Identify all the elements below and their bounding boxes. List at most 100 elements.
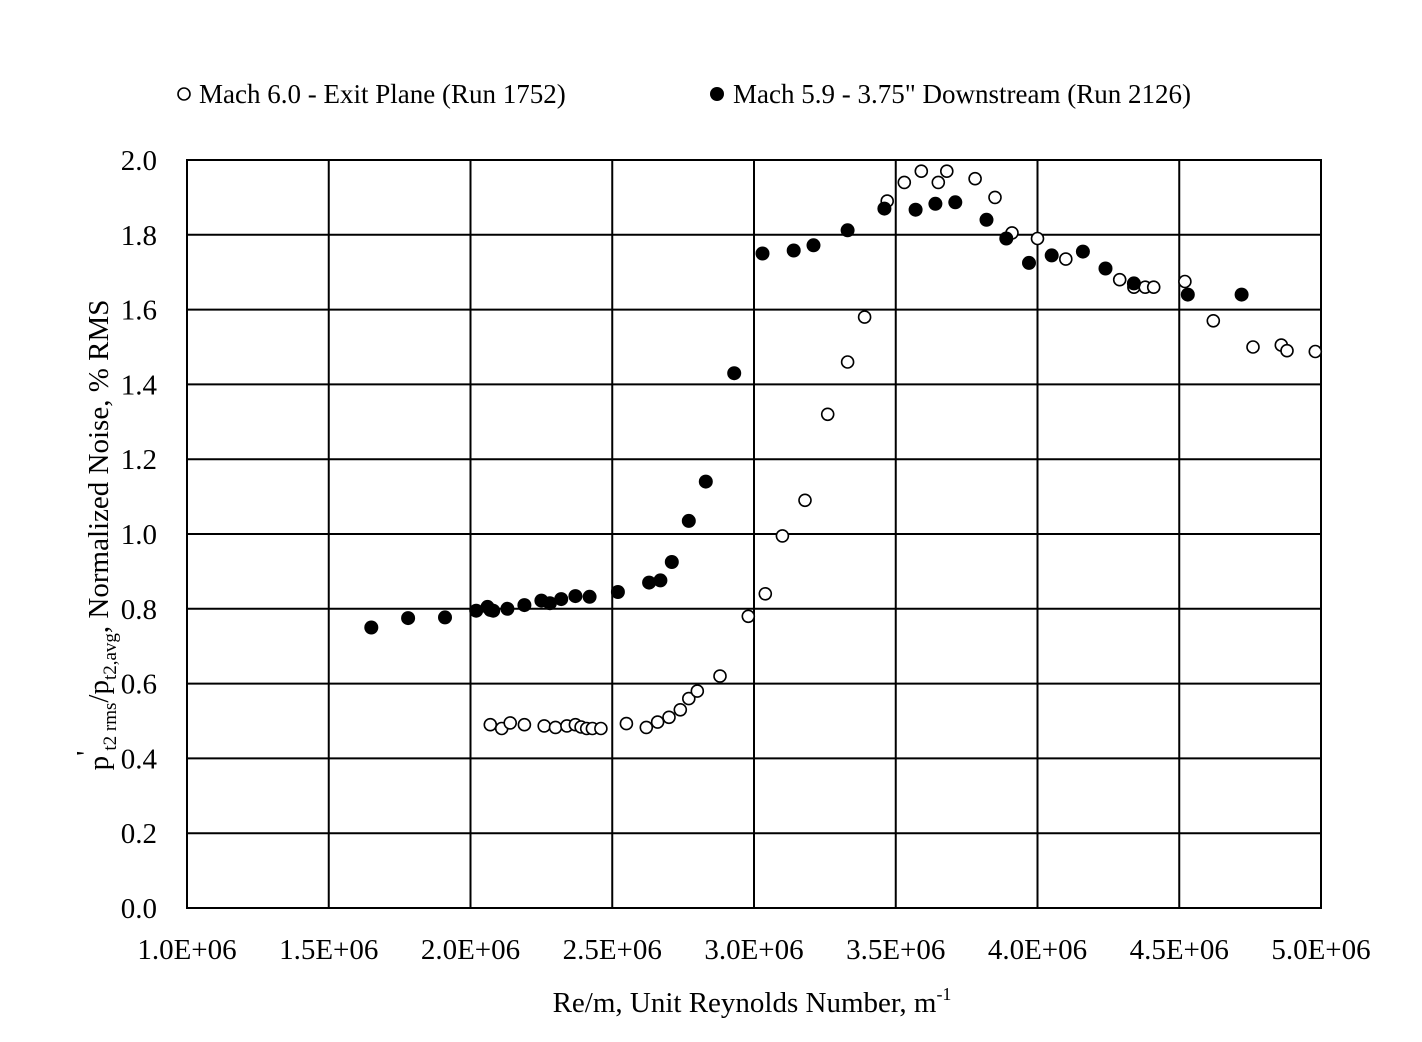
data-point-open <box>713 669 727 683</box>
data-point-filled <box>786 243 801 258</box>
data-point-filled <box>698 474 713 489</box>
data-point-open <box>517 717 532 732</box>
data-point-filled <box>582 589 597 604</box>
data-point-filled <box>364 620 379 635</box>
data-point-open <box>1178 274 1192 289</box>
data-point-filled <box>840 223 855 238</box>
data-point-filled <box>681 513 696 528</box>
data-point-filled <box>542 596 557 611</box>
data-point-filled <box>948 195 963 210</box>
data-point-open <box>1146 280 1161 295</box>
x-tick-label: 1.5E+06 <box>279 934 378 966</box>
y-tick-label: 1.8 <box>121 220 157 252</box>
data-point-open <box>483 717 498 732</box>
y-axis-tick-labels: 0.0 0.2 0.4 0.6 0.8 1.0 1.2 1.4 1.6 1.8 2.0 <box>121 145 158 925</box>
x-tick-label: 2.5E+06 <box>563 934 662 966</box>
data-point-filled <box>908 202 923 217</box>
legend: Mach 6.0 - Exit Plane (Run 1752) Mach 5.… <box>177 79 1191 109</box>
y-tick-label: 1.6 <box>121 295 157 327</box>
data-point-open <box>1206 313 1221 328</box>
data-point-open <box>968 171 982 186</box>
data-point-filled <box>610 585 625 599</box>
data-point-filled <box>653 573 668 588</box>
data-point-filled <box>469 603 484 618</box>
data-point-open <box>639 720 654 735</box>
y-tick-label: 2.0 <box>121 145 157 177</box>
y-axis-title-p: p <box>83 756 115 771</box>
y-tick-label: 0.8 <box>121 594 157 626</box>
x-axis-tick-labels: 1.0E+06 1.5E+06 2.0E+06 2.5E+06 3.0E+06 3.5E+… <box>137 934 1370 966</box>
data-point-open <box>939 164 954 178</box>
data-point-filled <box>806 238 821 253</box>
data-point-filled <box>1234 287 1249 302</box>
data-point-open <box>619 716 634 731</box>
data-point-filled <box>554 592 569 607</box>
x-axis-title: Re/m, Unit Reynolds Number, m-1 <box>553 984 952 1019</box>
y-axis-title-sub-avg: t2,avg <box>100 633 121 680</box>
data-point-open <box>775 529 790 543</box>
y-axis-title-rest: , Normalized Noise, % RMS <box>83 300 115 633</box>
data-points <box>364 164 1323 736</box>
data-point-open <box>503 716 518 730</box>
x-axis-title-main: Re/m, Unit Reynolds Number, m <box>553 987 937 1019</box>
data-point-open <box>1059 252 1073 266</box>
legend-marker-filled-circle <box>710 87 724 101</box>
data-point-open <box>673 702 688 717</box>
legend-label-series-1: Mach 6.0 - Exit Plane (Run 1752) <box>199 79 566 109</box>
y-tick-label: 1.2 <box>121 444 157 476</box>
data-point-open <box>988 190 1002 205</box>
data-point-open <box>594 721 608 736</box>
data-point-filled <box>568 589 583 604</box>
data-point-filled <box>1022 255 1036 270</box>
data-point-filled <box>755 246 770 261</box>
data-point-open <box>897 175 912 190</box>
data-point-open <box>758 586 773 601</box>
data-point-filled <box>1180 287 1195 302</box>
data-point-filled <box>1098 261 1113 276</box>
data-point-open <box>681 691 696 706</box>
x-tick-label: 5.0E+06 <box>1271 934 1370 966</box>
x-tick-label: 4.5E+06 <box>1130 934 1229 966</box>
data-point-open <box>1308 344 1323 359</box>
data-point-open <box>820 407 835 422</box>
data-point-open <box>798 493 812 508</box>
data-point-filled <box>928 196 943 211</box>
data-point-filled <box>979 212 994 227</box>
legend-label-series-2: Mach 5.9 - 3.75" Downstream (Run 2126) <box>733 79 1191 109</box>
data-point-open <box>548 720 563 735</box>
data-point-open <box>1246 340 1260 354</box>
x-tick-label: 2.0E+06 <box>421 934 520 966</box>
data-point-open <box>1030 231 1045 246</box>
data-point-open <box>914 164 929 178</box>
y-tick-label: 0.2 <box>121 818 157 850</box>
y-axis-title-prime: ' <box>71 751 103 756</box>
data-point-open <box>1280 343 1294 358</box>
data-point-filled <box>1075 244 1090 259</box>
data-point-filled <box>1044 248 1059 263</box>
data-point-filled <box>438 610 452 625</box>
data-point-filled <box>517 598 532 613</box>
data-point-open <box>840 355 855 369</box>
grid <box>186 159 1322 909</box>
data-point-filled <box>486 603 501 618</box>
y-tick-label: 0.6 <box>121 669 157 701</box>
y-tick-label: 1.4 <box>121 369 158 401</box>
data-point-open <box>931 175 946 190</box>
data-point-open <box>537 719 552 733</box>
x-tick-label: 3.0E+06 <box>704 934 803 966</box>
data-point-open <box>857 310 872 324</box>
x-axis-title-superscript: -1 <box>936 984 951 1004</box>
data-point-open <box>1112 272 1127 287</box>
data-point-open <box>662 710 676 725</box>
data-point-filled <box>877 201 892 216</box>
data-point-filled <box>664 555 679 569</box>
data-point-filled <box>401 611 416 626</box>
data-point-open <box>690 684 705 698</box>
data-point-filled <box>727 366 742 381</box>
data-point-filled <box>1126 276 1141 291</box>
x-tick-label: 1.0E+06 <box>137 934 236 966</box>
data-point-filled <box>642 575 657 590</box>
data-point-open <box>741 609 756 624</box>
y-tick-label: 0.4 <box>121 743 158 775</box>
